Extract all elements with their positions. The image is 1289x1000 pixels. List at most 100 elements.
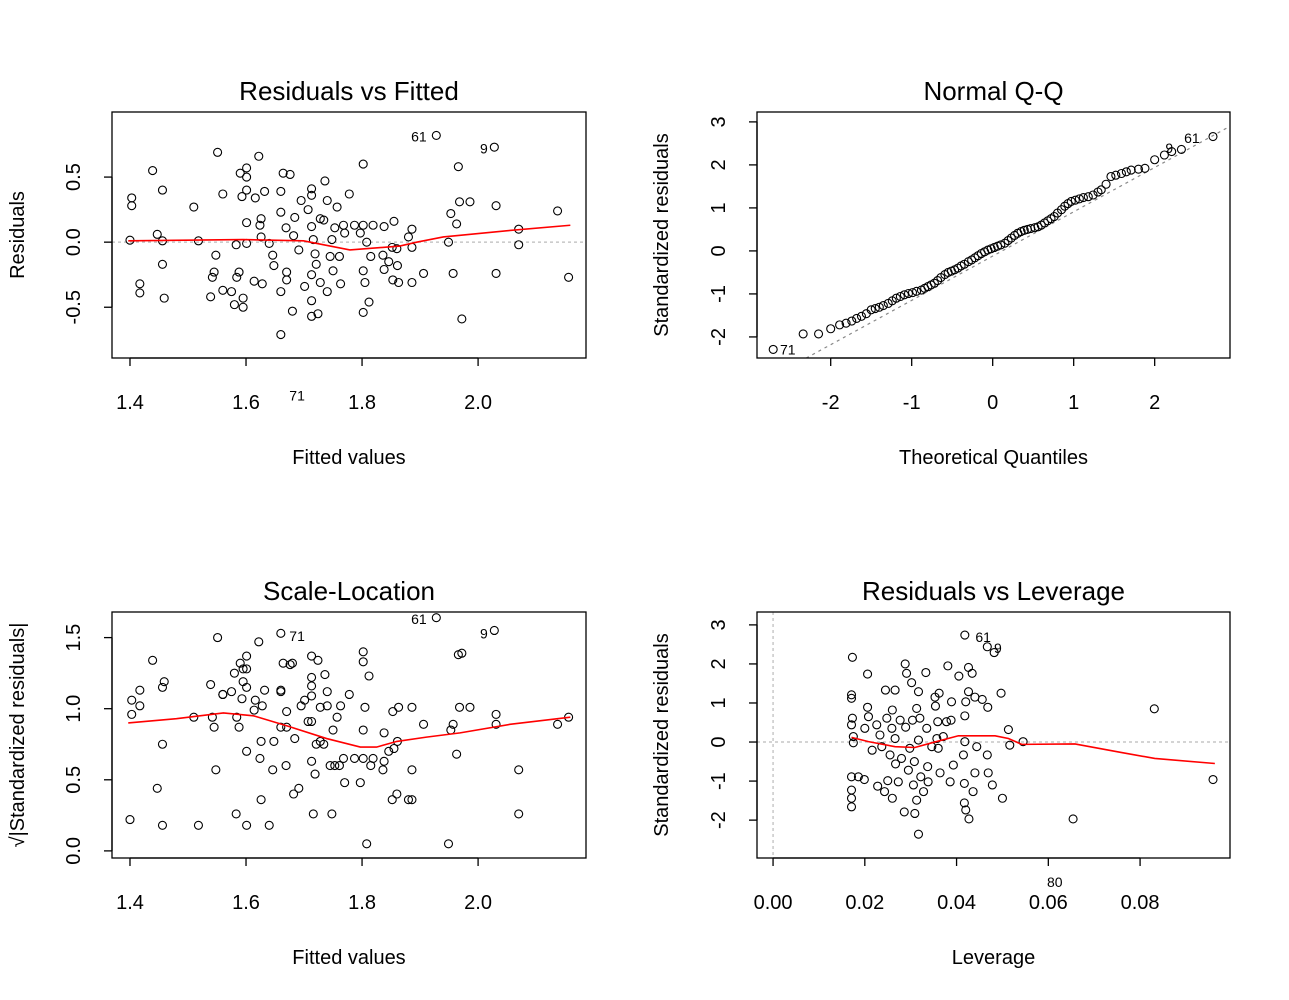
data-point bbox=[310, 249, 320, 259]
data-point bbox=[875, 730, 885, 740]
data-point bbox=[379, 221, 389, 232]
data-point bbox=[282, 275, 292, 285]
x-tick-label: 0.00 bbox=[754, 892, 793, 914]
data-point bbox=[1005, 740, 1015, 750]
data-point bbox=[209, 267, 219, 277]
data-point bbox=[307, 311, 317, 321]
data-point bbox=[360, 702, 370, 712]
data-point bbox=[319, 739, 329, 749]
data-point bbox=[912, 795, 922, 805]
data-point bbox=[235, 658, 245, 668]
data-point bbox=[264, 820, 274, 830]
data-point bbox=[256, 736, 266, 746]
data-point bbox=[983, 702, 993, 712]
data-point bbox=[330, 223, 340, 233]
data-point bbox=[135, 279, 145, 289]
y-tick-label: 1.5 bbox=[63, 624, 85, 652]
data-point bbox=[159, 293, 169, 303]
data-point bbox=[269, 736, 279, 746]
data-point bbox=[933, 276, 943, 286]
data-point bbox=[379, 756, 389, 766]
data-point bbox=[332, 202, 342, 212]
data-point bbox=[899, 290, 909, 300]
data-point bbox=[846, 772, 857, 782]
data-point bbox=[872, 720, 882, 730]
data-point bbox=[234, 267, 244, 277]
data-point bbox=[368, 753, 378, 764]
data-point bbox=[457, 648, 467, 658]
data-point bbox=[242, 682, 252, 692]
data-point bbox=[1126, 165, 1136, 175]
data-point bbox=[256, 232, 266, 242]
data-point bbox=[358, 159, 368, 169]
data-point bbox=[368, 220, 378, 230]
data-point bbox=[1006, 233, 1016, 243]
data-point bbox=[313, 655, 323, 665]
data-point bbox=[242, 820, 252, 830]
data-point bbox=[453, 162, 463, 172]
data-point bbox=[344, 689, 354, 700]
data-point bbox=[206, 679, 216, 690]
data-point bbox=[895, 291, 905, 302]
x-axis: 1.4 1.6 1.8 2.0 bbox=[116, 357, 492, 414]
data-point bbox=[349, 753, 360, 764]
data-point bbox=[1088, 190, 1098, 200]
data-point bbox=[384, 257, 394, 267]
data-point bbox=[1208, 131, 1218, 142]
data-point bbox=[996, 688, 1006, 698]
point-label: 61 bbox=[975, 629, 991, 645]
data-point bbox=[310, 769, 320, 779]
data-point bbox=[901, 722, 911, 732]
data-point bbox=[278, 168, 288, 178]
data-point bbox=[193, 820, 203, 830]
data-point bbox=[916, 772, 926, 782]
y-tick-label: -1 bbox=[708, 285, 730, 303]
x-axis-title: Fitted values bbox=[292, 947, 405, 969]
data-point bbox=[903, 765, 913, 775]
data-point bbox=[392, 244, 402, 254]
data-point bbox=[319, 215, 329, 225]
data-point bbox=[1060, 201, 1070, 211]
data-point bbox=[860, 723, 870, 733]
data-point bbox=[890, 685, 900, 695]
data-point bbox=[127, 709, 137, 719]
data-point bbox=[489, 625, 499, 636]
data-point bbox=[841, 318, 851, 328]
data-point bbox=[387, 795, 397, 805]
data-point bbox=[358, 266, 368, 276]
x-axis: 0.00 0.02 0.04 0.06 0.08 bbox=[754, 857, 1160, 914]
data-point bbox=[307, 270, 317, 280]
x-tick-label: -1 bbox=[903, 392, 921, 414]
data-point bbox=[315, 277, 325, 288]
y-tick-label: 0.5 bbox=[63, 163, 85, 191]
data-point bbox=[852, 313, 862, 323]
data-point bbox=[465, 702, 475, 712]
data-point bbox=[355, 778, 365, 788]
data-point bbox=[899, 807, 909, 817]
data-point bbox=[355, 228, 365, 238]
data-point bbox=[285, 660, 295, 670]
data-point bbox=[392, 789, 402, 799]
data-point bbox=[307, 221, 317, 232]
data-point bbox=[242, 163, 252, 173]
data-point bbox=[334, 251, 344, 262]
data-point bbox=[989, 648, 999, 658]
data-point bbox=[922, 723, 932, 733]
data-point bbox=[977, 694, 987, 705]
data-point bbox=[213, 633, 223, 643]
data-point bbox=[1068, 814, 1078, 824]
data-point bbox=[933, 717, 943, 727]
data-point bbox=[1140, 163, 1150, 173]
data-point bbox=[364, 671, 374, 681]
data-point bbox=[281, 223, 291, 233]
data-point bbox=[135, 288, 145, 298]
data-point bbox=[328, 725, 338, 735]
data-point bbox=[157, 185, 168, 195]
data-point bbox=[960, 630, 970, 640]
smooth-line bbox=[128, 712, 571, 748]
data-point bbox=[320, 670, 330, 680]
data-point bbox=[847, 652, 857, 662]
data-point bbox=[835, 320, 845, 330]
y-axis-title: √|Standardized residuals| bbox=[7, 623, 29, 848]
